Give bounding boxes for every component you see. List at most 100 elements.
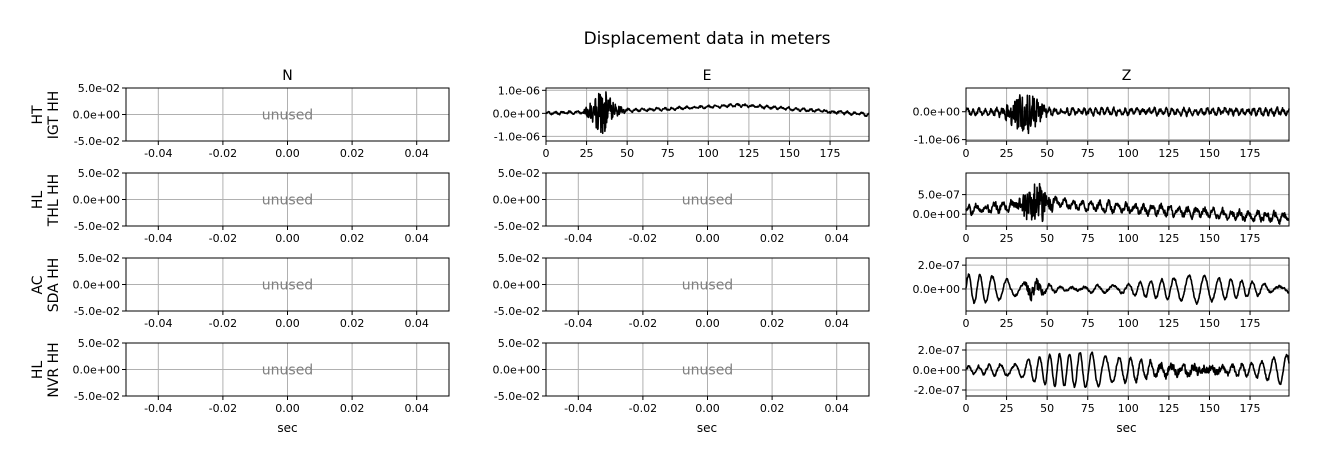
x-tick-label: 0 xyxy=(963,232,970,245)
axes-frame xyxy=(965,87,1290,142)
x-tick-label: 0.00 xyxy=(275,147,300,160)
x-tick-label: 25 xyxy=(580,147,594,160)
subplot-z-2: 0 25 50 75 100 125 150 175 2.0e-07 0.0e+00 xyxy=(913,257,1290,330)
row-label-0: HT IGT HH xyxy=(30,91,62,140)
unused-label: unused xyxy=(262,193,313,209)
waveform-trace xyxy=(965,182,1290,225)
row-network-label: HL xyxy=(30,191,46,210)
x-tick-label: 0.00 xyxy=(695,402,720,415)
subplot-n-3: unused -0.04 -0.02 0.00 0.02 0.04 5.0e-02 0.0e+… xyxy=(73,337,450,415)
y-tick-label: 5.0e-07 xyxy=(918,189,960,202)
column-title-n: N xyxy=(282,68,292,84)
y-tick-label: 0.0e+00 xyxy=(73,279,120,292)
x-tick-label: 0 xyxy=(543,147,550,160)
y-tick-label: -1.0e-06 xyxy=(914,134,960,147)
x-axis-label-z: sec xyxy=(1116,421,1136,435)
x-tick-label: 100 xyxy=(1118,147,1139,160)
x-tick-label: 125 xyxy=(1158,147,1179,160)
x-tick-label: 0.04 xyxy=(824,232,849,245)
x-tick-label: -0.02 xyxy=(629,402,657,415)
row-station-label: IGT HH xyxy=(46,91,62,140)
x-tick-label: 125 xyxy=(1158,402,1179,415)
x-tick-label: -0.02 xyxy=(209,147,237,160)
x-tick-label: 50 xyxy=(620,147,634,160)
x-tick-label: 25 xyxy=(1000,402,1014,415)
waveform-trace xyxy=(965,351,1290,389)
row-network-label: HT xyxy=(30,105,46,125)
x-tick-label: -0.04 xyxy=(564,317,592,330)
y-tick-label: 5.0e-02 xyxy=(498,337,540,350)
x-tick-label: 0.02 xyxy=(340,147,365,160)
subplot-n-2: unused -0.04 -0.02 0.00 0.02 0.04 5.0e-02 0.0e+… xyxy=(73,252,450,330)
x-tick-label: 0.00 xyxy=(275,402,300,415)
y-tick-label: 0.0e+00 xyxy=(493,194,540,207)
axes-frame xyxy=(965,172,1290,227)
x-tick-label: 75 xyxy=(1081,232,1095,245)
x-tick-label: 0.00 xyxy=(695,232,720,245)
x-tick-label: 0 xyxy=(963,317,970,330)
x-tick-label: -0.04 xyxy=(144,147,172,160)
x-tick-label: 75 xyxy=(661,147,675,160)
x-tick-label: 0.02 xyxy=(760,317,785,330)
y-tick-label: -5.0e-02 xyxy=(74,305,120,318)
x-tick-label: 125 xyxy=(1158,232,1179,245)
x-tick-label: -0.04 xyxy=(564,402,592,415)
subplot-grid: unused -0.04 -0.02 0.00 0.02 0.04 5.0e-02 0.0e+… xyxy=(73,82,1290,415)
y-tick-label: 0.0e+00 xyxy=(73,109,120,122)
waveform-trace xyxy=(965,273,1290,306)
row-label-3: HL NVR HH xyxy=(30,342,62,397)
x-tick-label: -0.02 xyxy=(629,232,657,245)
y-tick-label: 5.0e-02 xyxy=(78,252,120,265)
figure-title: Displacement data in meters xyxy=(584,29,831,49)
x-tick-label: 175 xyxy=(1240,317,1261,330)
x-tick-label: 25 xyxy=(1000,232,1014,245)
row-network-label: HL xyxy=(30,361,46,380)
x-tick-label: -0.02 xyxy=(629,317,657,330)
y-tick-label: -5.0e-02 xyxy=(74,135,120,148)
subplot-z-3: 0 25 50 75 100 125 150 175 2.0e-07 0.0e+00 -2.0e-0… xyxy=(913,342,1290,415)
x-tick-label: 150 xyxy=(1199,147,1220,160)
x-tick-label: 150 xyxy=(1199,402,1220,415)
y-tick-label: 0.0e+00 xyxy=(913,283,960,296)
y-tick-label: 5.0e-02 xyxy=(78,167,120,180)
x-tick-label: 75 xyxy=(1081,402,1095,415)
x-axis-label-n: sec xyxy=(277,421,297,435)
subplot-e-3: unused -0.04 -0.02 0.00 0.02 0.04 5.0e-02 0.0e+… xyxy=(493,337,870,415)
y-tick-label: 5.0e-02 xyxy=(498,252,540,265)
row-network-label: AC xyxy=(30,275,46,294)
y-tick-label: 0.0e+00 xyxy=(493,107,540,120)
x-tick-label: 25 xyxy=(1000,317,1014,330)
y-tick-label: -5.0e-02 xyxy=(494,390,540,403)
x-tick-label: 175 xyxy=(1240,232,1261,245)
y-tick-label: -5.0e-02 xyxy=(494,220,540,233)
x-tick-label: 0.04 xyxy=(404,232,429,245)
x-tick-label: 150 xyxy=(779,147,800,160)
x-tick-label: 100 xyxy=(698,147,719,160)
unused-label: unused xyxy=(682,363,733,379)
x-tick-label: 0.02 xyxy=(340,402,365,415)
x-tick-label: 50 xyxy=(1040,317,1054,330)
subplot-n-1: unused -0.04 -0.02 0.00 0.02 0.04 5.0e-02 0.0e+… xyxy=(73,167,450,245)
row-label-2: AC SDA HH xyxy=(30,258,62,313)
x-tick-label: -0.02 xyxy=(209,317,237,330)
waveform-trace xyxy=(965,94,1290,135)
x-tick-label: 0.04 xyxy=(824,317,849,330)
unused-label: unused xyxy=(682,278,733,294)
x-tick-label: 100 xyxy=(1118,402,1139,415)
unused-label: unused xyxy=(262,108,313,124)
row-station-label: NVR HH xyxy=(46,342,62,397)
y-tick-label: -1.0e-06 xyxy=(494,130,540,143)
x-tick-label: 75 xyxy=(1081,147,1095,160)
x-tick-label: 0.02 xyxy=(760,402,785,415)
x-tick-label: 50 xyxy=(1040,232,1054,245)
x-tick-label: 75 xyxy=(1081,317,1095,330)
y-tick-label: 5.0e-02 xyxy=(78,82,120,95)
x-tick-label: 0 xyxy=(963,402,970,415)
y-tick-label: 0.0e+00 xyxy=(493,279,540,292)
x-tick-label: 150 xyxy=(1199,232,1220,245)
row-station-label: SDA HH xyxy=(46,258,62,313)
y-tick-label: -5.0e-02 xyxy=(494,305,540,318)
subplot-e-1: unused -0.04 -0.02 0.00 0.02 0.04 5.0e-02 0.0e+… xyxy=(493,167,870,245)
y-tick-label: 0.0e+00 xyxy=(493,364,540,377)
